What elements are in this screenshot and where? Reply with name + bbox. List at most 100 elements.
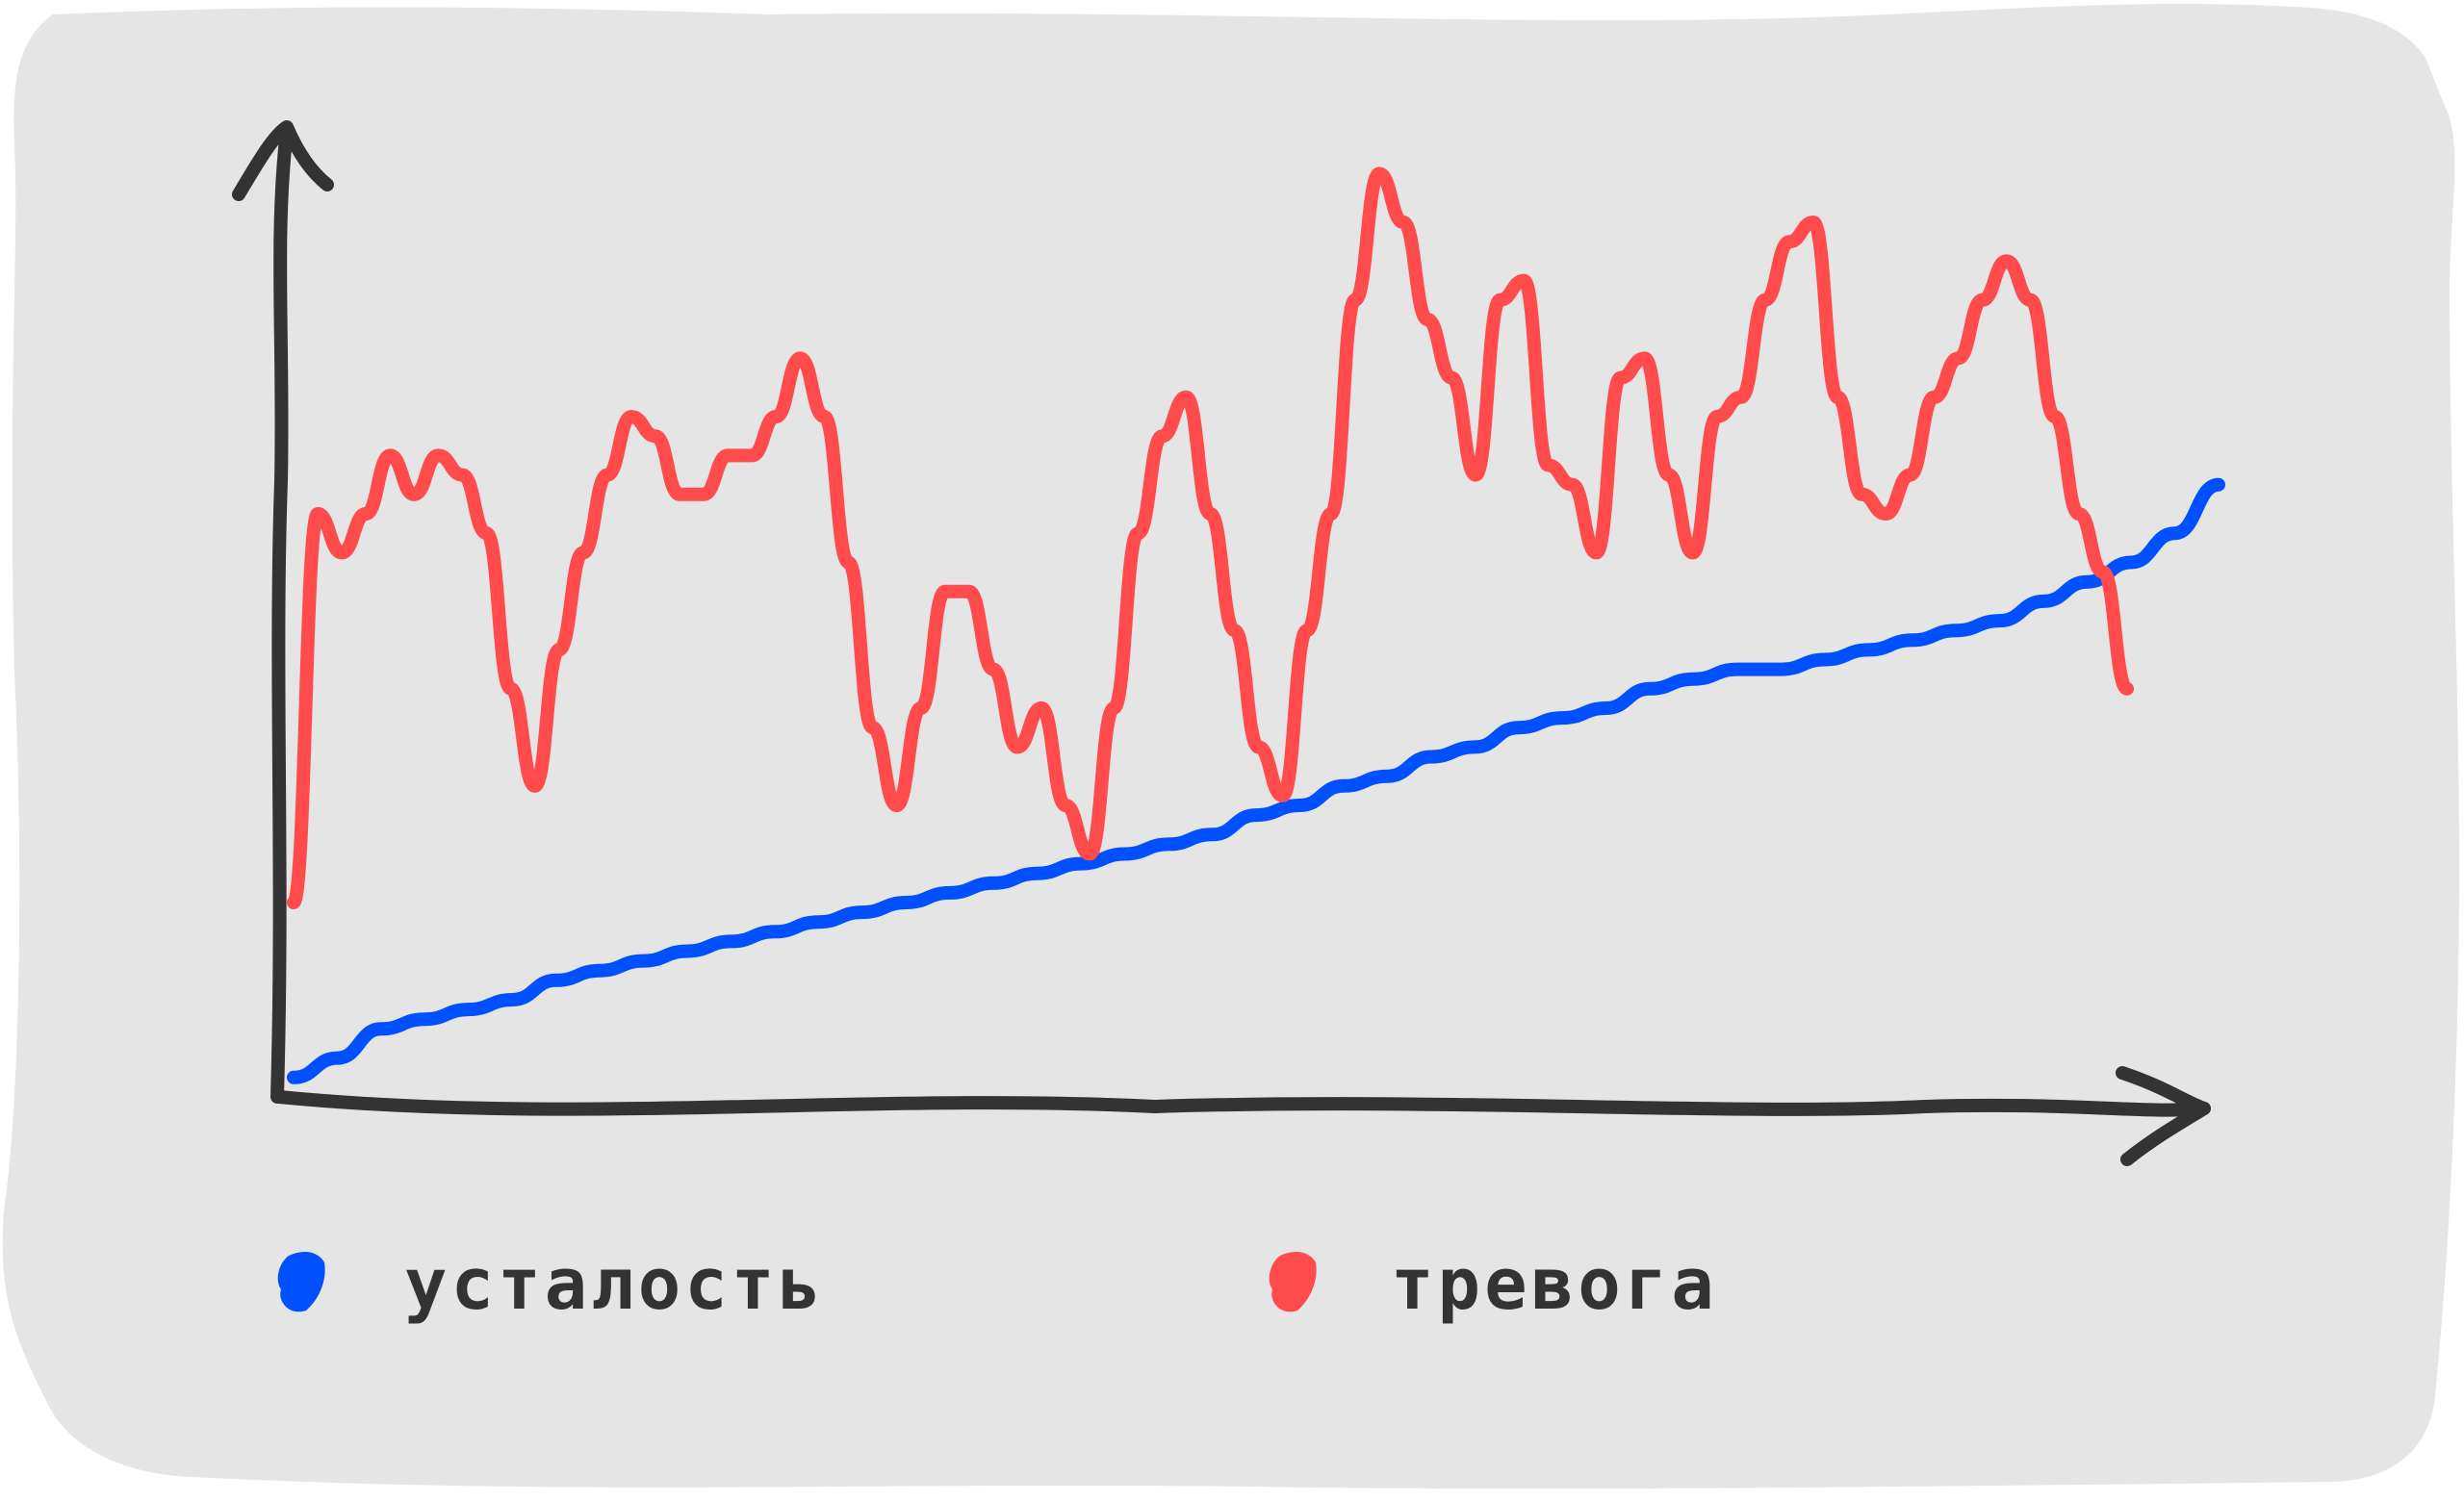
- data-point: [1160, 434, 1165, 439]
- legend-item-anxiety: тревога: [1269, 1243, 1718, 1326]
- data-point: [2085, 579, 2090, 584]
- data-point: [508, 686, 513, 691]
- data-point: [532, 783, 537, 788]
- data-point: [1763, 297, 1767, 302]
- legend-label-anxiety: тревога: [1391, 1243, 1718, 1326]
- data-point: [510, 998, 515, 1002]
- data-point: [750, 453, 755, 458]
- y-axis: [232, 120, 334, 1104]
- data-point: [1256, 745, 1261, 750]
- data-point: [798, 356, 803, 361]
- data-point: [1297, 803, 1302, 807]
- data-point: [1714, 415, 1719, 419]
- data-point: [1425, 318, 1430, 321]
- data-point: [1860, 492, 1864, 496]
- data-point: [364, 512, 369, 516]
- data-point: [2172, 531, 2177, 536]
- data-point: [1015, 745, 1019, 750]
- data-point: [942, 589, 947, 594]
- data-point: [1822, 657, 1827, 662]
- data-point: [553, 978, 558, 982]
- data-point: [2129, 560, 2134, 565]
- data-point: [726, 453, 731, 458]
- data-point: [2217, 482, 2220, 487]
- data-point: [641, 958, 646, 963]
- data-point: [378, 1027, 383, 1031]
- data-point: [1779, 667, 1784, 672]
- data-point: [1954, 628, 1959, 633]
- data-point: [904, 901, 909, 904]
- data-point: [947, 890, 952, 895]
- data-point: [1328, 512, 1333, 516]
- data-point: [1735, 667, 1739, 672]
- data-point: [991, 880, 996, 885]
- data-point: [484, 531, 489, 536]
- data-point: [685, 949, 690, 954]
- data-point: [2028, 297, 2033, 302]
- data-point: [729, 939, 733, 944]
- data-point: [1232, 628, 1237, 633]
- data-point: [1594, 550, 1599, 555]
- plot-area: [287, 166, 2225, 1084]
- data-point: [773, 929, 777, 934]
- legend-swatch-fatigue: [277, 1251, 325, 1312]
- data-point: [629, 415, 633, 419]
- data-point: [1690, 550, 1695, 555]
- data-point: [292, 1075, 295, 1080]
- data-point: [966, 589, 971, 594]
- data-point: [1835, 395, 1840, 399]
- legend-swatch-anxiety: [1269, 1251, 1317, 1312]
- data-point: [1738, 395, 1743, 399]
- data-point: [1208, 512, 1213, 516]
- data-point: [316, 512, 321, 516]
- data-point: [340, 550, 345, 555]
- data-point: [1385, 774, 1390, 778]
- data-point: [1210, 832, 1215, 837]
- data-point: [1648, 686, 1653, 691]
- data-point: [1304, 628, 1309, 633]
- data-point: [2052, 415, 2057, 419]
- x-axis: [272, 1066, 2211, 1166]
- data-point: [1691, 676, 1696, 681]
- data-point: [2004, 259, 2009, 264]
- data-point: [335, 1056, 340, 1060]
- data-point: [1866, 648, 1871, 652]
- data-point: [822, 415, 827, 419]
- x-axis-arrowhead: [2116, 1066, 2211, 1166]
- data-point: [1522, 278, 1527, 283]
- data-point: [1666, 472, 1671, 477]
- data-point: [292, 901, 295, 904]
- y-axis-line: [270, 123, 294, 1104]
- data-point: [1811, 220, 1816, 224]
- data-point: [604, 472, 609, 477]
- data-point: [580, 550, 585, 555]
- data-point: [894, 803, 899, 807]
- data-point: [1088, 852, 1092, 856]
- legend-item-fatigue: усталость: [277, 1243, 825, 1326]
- data-point: [388, 453, 393, 458]
- data-point: [1910, 638, 1914, 643]
- data-point: [1377, 171, 1381, 176]
- data-point: [1136, 531, 1141, 536]
- data-point: [1642, 356, 1647, 361]
- data-point: [990, 667, 995, 672]
- data-point: [2041, 598, 2046, 603]
- x-axis-line: [272, 1090, 2211, 1117]
- data-point: [1401, 220, 1405, 224]
- legend: усталость тревога: [277, 1243, 1718, 1326]
- data-point: [1352, 297, 1357, 302]
- data-point: [1884, 512, 1888, 516]
- data-point: [1908, 472, 1912, 477]
- data-point: [1560, 716, 1565, 721]
- data-point: [1450, 375, 1454, 380]
- data-point: [1604, 706, 1608, 710]
- data-point: [1516, 726, 1521, 730]
- data-point: [678, 492, 682, 496]
- data-point: [436, 453, 441, 458]
- data-point: [1280, 793, 1285, 798]
- data-point: [2125, 686, 2129, 691]
- data-point: [702, 492, 706, 496]
- data-point: [598, 968, 603, 973]
- legend-label-fatigue: усталость: [404, 1243, 825, 1326]
